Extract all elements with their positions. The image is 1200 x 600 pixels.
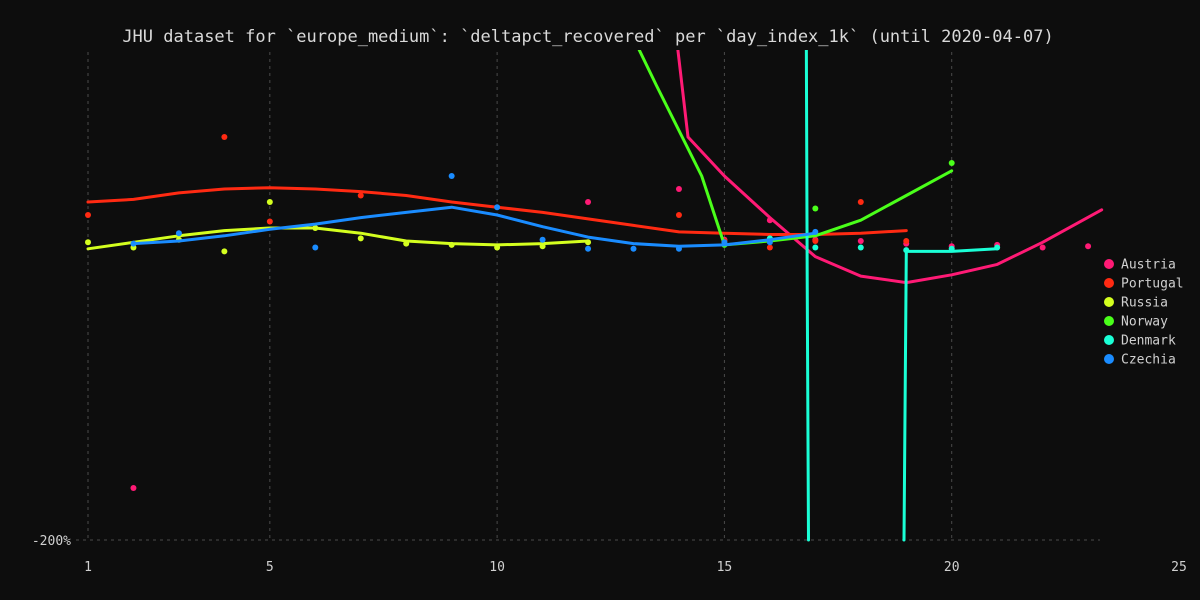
legend-marker-austria	[1104, 259, 1114, 269]
czechia-point-10	[766, 239, 773, 246]
portugal-point-1	[221, 134, 228, 140]
portugal-point-2	[266, 218, 273, 225]
legend-label-russia: Russia	[1121, 296, 1168, 311]
legend-label-austria: Austria	[1121, 258, 1176, 273]
legend-label-norway: Norway	[1121, 315, 1168, 330]
legend-marker-denmark	[1104, 335, 1114, 345]
czechia-point-6	[585, 245, 592, 252]
portugal-point-0	[85, 212, 91, 218]
austria-point-1	[585, 199, 592, 205]
legend-label-denmark: Denmark	[1121, 334, 1176, 349]
denmark-point-3	[903, 247, 910, 254]
norway-point-2	[812, 205, 819, 212]
austria-point-10	[1039, 244, 1046, 251]
austria-point-2	[675, 186, 682, 192]
y-tick-label-0: -200%	[32, 534, 71, 549]
legend-label-portugal: Portugal	[1121, 277, 1184, 292]
legend-label-czechia: Czechia	[1121, 353, 1176, 368]
series	[85, 50, 1104, 542]
x-tick-label-10: 10	[489, 560, 505, 575]
czechia-point-3	[448, 173, 455, 179]
x-tick-label-5: 5	[266, 560, 274, 575]
czechia-trend-line	[132, 205, 817, 248]
x-tick-label-15: 15	[717, 560, 733, 575]
legend-marker-russia	[1104, 297, 1114, 307]
czechia-point-9	[721, 239, 728, 246]
axis-ticks: 1 5 10 15 20 25-200%	[32, 534, 1187, 575]
czechia-point-2	[312, 244, 319, 251]
legend-marker-portugal	[1104, 278, 1114, 288]
russia-point-6	[357, 235, 364, 242]
austria-point-6	[857, 238, 864, 244]
denmark-point-4	[948, 245, 955, 252]
denmark-trend-line	[902, 247, 999, 542]
portugal-point-3	[357, 192, 364, 199]
denmark-trend-line	[804, 50, 810, 542]
czechia-point-11	[812, 228, 819, 235]
austria-point-4	[766, 217, 773, 224]
russia-point-5	[312, 225, 319, 231]
denmark-point-5	[994, 244, 1001, 251]
portugal-point-4	[675, 212, 682, 218]
austria-trend-line	[676, 50, 1104, 285]
portugal-point-8	[857, 199, 864, 205]
russia-point-0	[85, 239, 91, 246]
czechia-point-1	[175, 230, 182, 237]
legend-marker-czechia	[1104, 354, 1114, 364]
russia-point-10	[539, 243, 546, 250]
norway-point-3	[948, 160, 955, 166]
legend: Austria Portugal Russia Norway Denmark Czechi…	[1104, 258, 1184, 368]
russia-trend-line	[86, 226, 590, 251]
grid	[76, 52, 1100, 541]
austria-point-0	[130, 485, 137, 491]
czechia-point-0	[130, 240, 137, 247]
russia-point-9	[494, 244, 501, 251]
portugal-point-9	[903, 238, 910, 244]
russia-point-8	[448, 241, 455, 248]
russia-point-3	[221, 248, 228, 255]
russia-point-7	[403, 240, 410, 247]
portugal-point-6	[766, 244, 773, 251]
czechia-point-4	[494, 204, 501, 211]
czechia-point-5	[539, 236, 546, 243]
x-tick-label-25: 25	[1171, 560, 1187, 575]
czechia-point-7	[630, 245, 637, 252]
austria-point-11	[1085, 243, 1092, 250]
denmark-point-2	[857, 244, 864, 251]
russia-point-11	[585, 239, 592, 246]
chart-title: JHU dataset for `europe_medium`: `deltap…	[122, 27, 1053, 47]
portugal-point-7	[812, 238, 819, 244]
czechia-point-8	[675, 245, 682, 252]
x-tick-label-1: 1	[84, 560, 92, 575]
legend-marker-norway	[1104, 316, 1114, 326]
denmark-point-1	[812, 244, 819, 251]
x-tick-label-20: 20	[944, 560, 960, 575]
russia-point-4	[266, 199, 273, 205]
